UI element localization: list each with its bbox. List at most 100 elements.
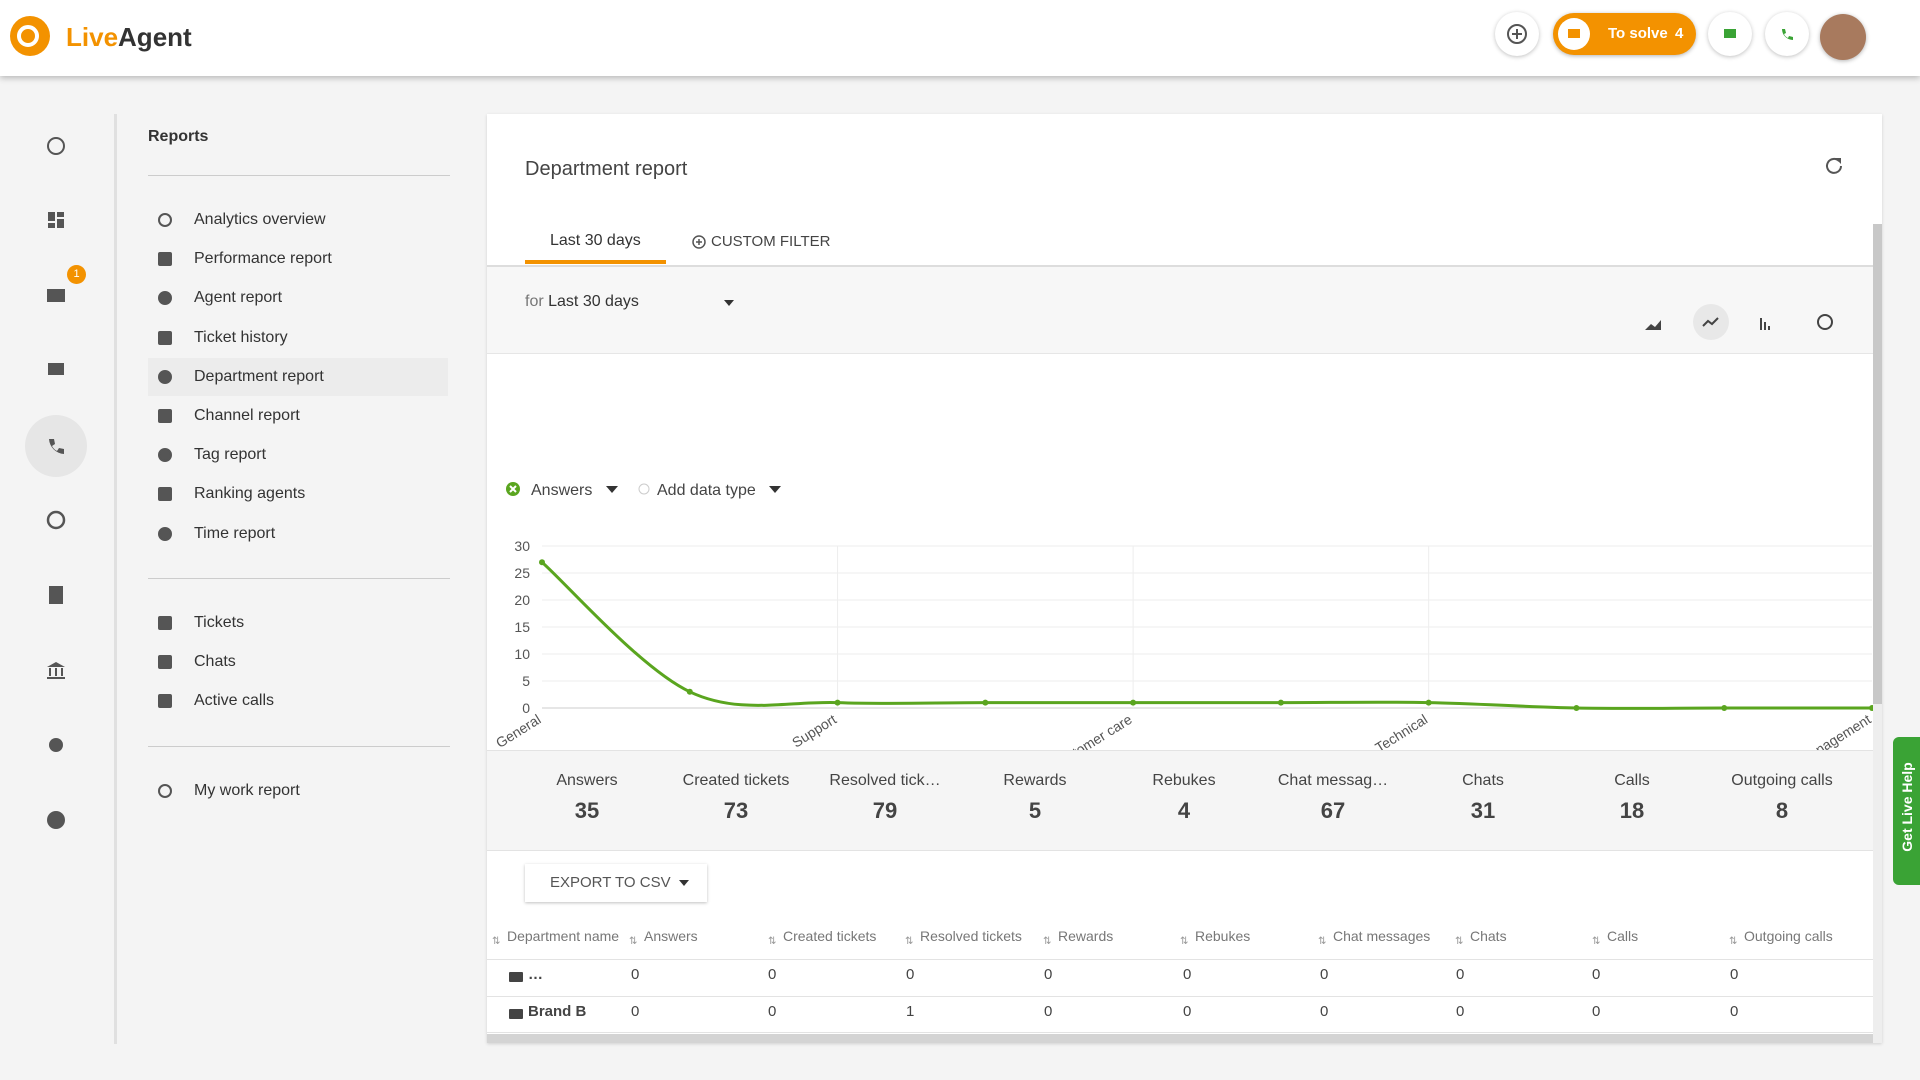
header: LiveAgent To solve 4 bbox=[0, 0, 1920, 76]
stat-label: Calls bbox=[1614, 772, 1650, 789]
line bbox=[541, 561, 1872, 710]
legend-label[interactable]: Answers bbox=[531, 482, 592, 499]
add-type-arrow bbox=[769, 486, 781, 493]
sort-icon: ⇅ bbox=[768, 936, 777, 947]
menu-item[interactable]: Channel report bbox=[148, 397, 448, 435]
rail-icon[interactable] bbox=[45, 659, 67, 681]
row-line bbox=[487, 996, 1873, 997]
rail-icon[interactable] bbox=[45, 284, 67, 306]
period-select[interactable]: for Last 30 days bbox=[525, 293, 639, 311]
sort-icon: ⇅ bbox=[1729, 936, 1738, 947]
sort-icon: ⇅ bbox=[1455, 936, 1464, 947]
logo-agent: Agent bbox=[118, 22, 192, 52]
menu-label: Time report bbox=[194, 524, 276, 542]
column-header[interactable]: Department name bbox=[507, 928, 620, 944]
column-header[interactable]: Chat messages bbox=[1333, 928, 1431, 944]
sort-icon: ⇅ bbox=[1318, 936, 1327, 947]
menu-item[interactable]: Ticket history bbox=[148, 319, 448, 357]
menu-label: Channel report bbox=[194, 407, 300, 424]
column-header[interactable]: Created tickets bbox=[783, 928, 877, 944]
rail-icon[interactable] bbox=[45, 209, 67, 231]
menu-item[interactable]: My work report bbox=[148, 772, 448, 810]
menu-icon bbox=[158, 409, 172, 423]
menu-icon bbox=[158, 330, 172, 345]
stat-label: Answers bbox=[556, 772, 618, 789]
column-header[interactable]: Rewards bbox=[1058, 928, 1114, 944]
sort-icon: ⇅ bbox=[1592, 936, 1601, 947]
rail-icon[interactable] bbox=[45, 135, 67, 157]
cell: 0 bbox=[1456, 1003, 1465, 1020]
menu-item[interactable]: Agent report bbox=[148, 279, 448, 317]
column-header[interactable]: Calls bbox=[1607, 928, 1639, 944]
tab-custom-filter[interactable]: CUSTOM FILTER bbox=[711, 233, 831, 250]
stat-label: Created tickets bbox=[682, 772, 790, 789]
menu-item[interactable]: Performance report bbox=[148, 240, 448, 278]
stat-value: 5 bbox=[1028, 798, 1042, 823]
menu-label: Department report bbox=[194, 367, 324, 385]
help-tab[interactable]: Get Live Help bbox=[1893, 737, 1920, 885]
sort-icon: ⇅ bbox=[905, 936, 914, 947]
stat-value: 73 bbox=[723, 798, 749, 823]
rail-icon[interactable] bbox=[45, 584, 67, 606]
chart-type-switch[interactable] bbox=[1637, 304, 1857, 344]
to-solve-button[interactable]: To solve 4 bbox=[1553, 13, 1696, 55]
tab-last-30[interactable]: Last 30 days bbox=[550, 232, 641, 249]
cell: 0 bbox=[631, 1003, 640, 1020]
menu-item[interactable]: Tickets bbox=[148, 604, 448, 642]
cell: 0 bbox=[1456, 966, 1465, 983]
add-type-label[interactable]: Add data type bbox=[657, 482, 756, 499]
filter-bar bbox=[487, 265, 1873, 354]
column-header[interactable]: Rebukes bbox=[1195, 928, 1251, 944]
y-tick-label: 10 bbox=[514, 646, 530, 662]
export-button[interactable]: EXPORT TO CSV bbox=[525, 864, 707, 902]
legend-arrow bbox=[606, 486, 618, 493]
menu-icon bbox=[158, 369, 172, 384]
menu-item[interactable]: Tag report bbox=[148, 436, 448, 474]
rail-icon[interactable] bbox=[45, 734, 67, 756]
menu-item[interactable]: Department report bbox=[148, 357, 448, 396]
stats-bar bbox=[487, 750, 1873, 851]
point bbox=[1573, 705, 1580, 711]
stat-value: 79 bbox=[872, 798, 898, 823]
x-tick-label: General bbox=[493, 711, 544, 751]
menu-divider bbox=[148, 746, 450, 747]
menu-label: Tickets bbox=[194, 614, 245, 631]
tab-underline bbox=[525, 260, 666, 264]
column-header[interactable]: Resolved tickets bbox=[920, 928, 1022, 944]
chat-button[interactable] bbox=[1708, 12, 1752, 56]
call-button[interactable] bbox=[1765, 12, 1809, 56]
menu-icon bbox=[158, 616, 172, 630]
refresh-button[interactable] bbox=[1823, 154, 1845, 176]
x-tick-label: Technical bbox=[1372, 711, 1430, 756]
point bbox=[1425, 699, 1432, 706]
rail-icon[interactable] bbox=[45, 509, 67, 531]
menu-item[interactable]: Ranking agents bbox=[148, 475, 448, 513]
menu-item[interactable]: Chats bbox=[148, 643, 448, 681]
column-header[interactable]: Chats bbox=[1470, 928, 1507, 944]
stat-label: Outgoing calls bbox=[1731, 772, 1833, 789]
menu-label: Active calls bbox=[194, 692, 275, 710]
rail-icon[interactable] bbox=[45, 435, 67, 457]
avatar[interactable] bbox=[1820, 14, 1866, 60]
period-value: Last 30 days bbox=[548, 293, 639, 310]
point bbox=[539, 559, 545, 566]
menu-item[interactable]: Analytics overview bbox=[148, 201, 448, 239]
menu-item[interactable]: Active calls bbox=[148, 682, 448, 720]
menu-icon bbox=[158, 448, 172, 463]
column-header[interactable]: Answers bbox=[644, 928, 698, 944]
add-button[interactable] bbox=[1495, 12, 1539, 56]
y-tick-label: 20 bbox=[514, 592, 530, 608]
rail-icon[interactable] bbox=[45, 809, 67, 831]
sort-icon: ⇅ bbox=[492, 936, 501, 947]
row-name: … bbox=[528, 966, 543, 983]
logo: LiveAgent bbox=[66, 22, 192, 53]
menu-title: Reports bbox=[148, 128, 209, 145]
menu-item[interactable]: Time report bbox=[148, 515, 448, 553]
column-header[interactable]: Outgoing calls bbox=[1744, 928, 1833, 944]
to-solve-label: To solve bbox=[1608, 25, 1668, 42]
rail-icon[interactable] bbox=[45, 359, 67, 381]
logo-icon bbox=[10, 16, 50, 56]
y-tick-label: 25 bbox=[514, 565, 530, 581]
cell: 0 bbox=[631, 966, 640, 983]
